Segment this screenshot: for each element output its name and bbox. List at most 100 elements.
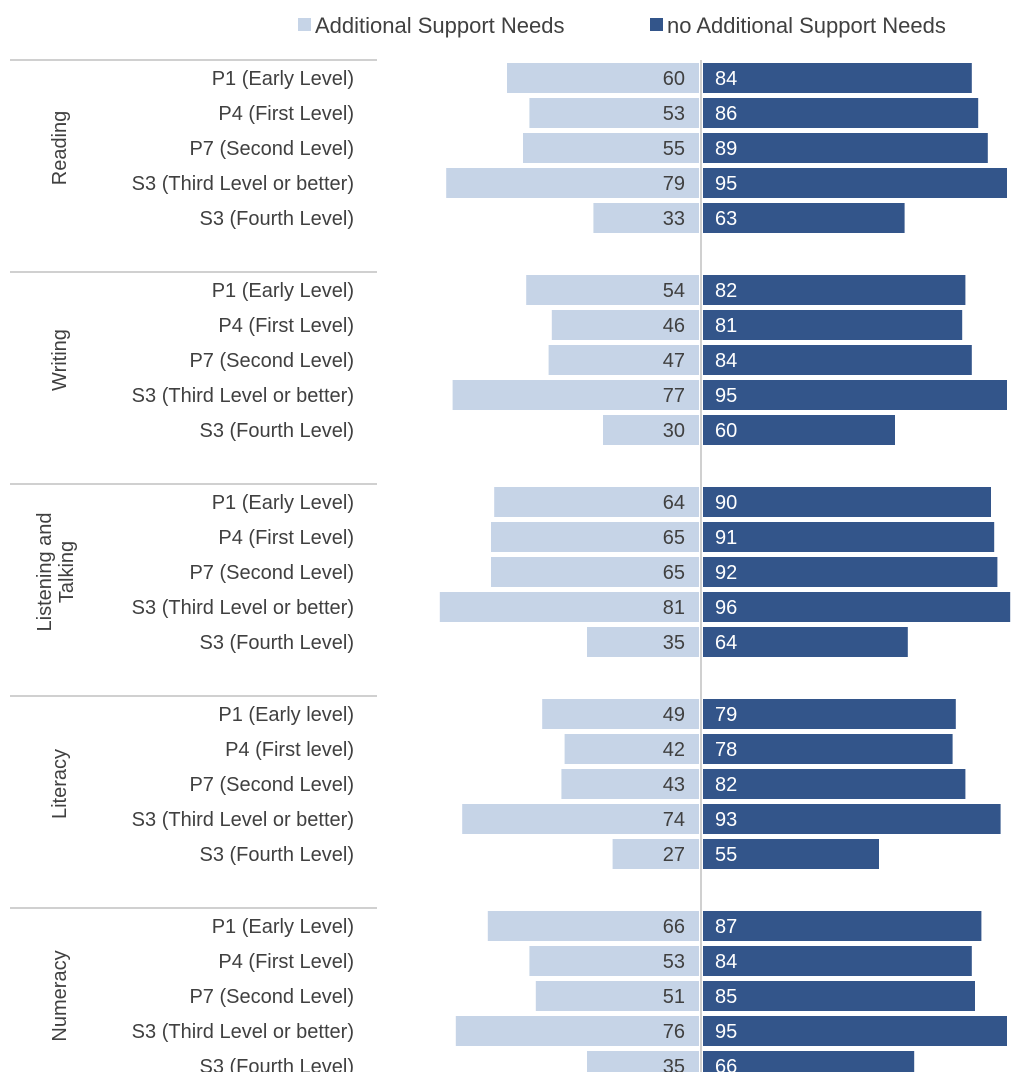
data-label-asn: 64 — [663, 492, 685, 514]
bar-row: P1 (Early Level) 54 82 — [212, 275, 966, 305]
bar-row: S3 (Third Level or better) 76 95 — [132, 1016, 1007, 1046]
group-reading: Reading P1 (Early Level) 60 84 P4 (First Lev… — [10, 59, 1007, 233]
bar-no-asn — [703, 487, 991, 517]
category-label: P4 (First Level) — [218, 315, 354, 337]
data-label-asn: 54 — [663, 280, 685, 302]
bar-asn — [542, 699, 699, 729]
data-label-asn: 66 — [663, 916, 685, 938]
bar-asn — [612, 839, 699, 869]
bar-no-asn — [703, 839, 879, 869]
data-label-asn: 77 — [663, 385, 685, 407]
legend-swatch-asn — [298, 18, 311, 31]
legend-label-asn: Additional Support Needs — [315, 13, 565, 38]
bar-asn — [529, 946, 699, 976]
bar-asn — [491, 557, 699, 587]
data-label-asn: 43 — [663, 774, 685, 796]
bar-asn — [593, 203, 699, 233]
bar-asn — [526, 275, 699, 305]
category-label: S3 (Third Level or better) — [132, 597, 354, 619]
group-label: Literacy — [49, 749, 71, 819]
data-label-no-asn: 82 — [715, 280, 737, 302]
data-label-no-asn: 95 — [715, 1021, 737, 1043]
data-label-no-asn: 89 — [715, 138, 737, 160]
category-label: P4 (First level) — [225, 739, 354, 761]
legend-swatch-no_asn — [650, 18, 663, 31]
bar-asn — [529, 98, 699, 128]
bar-no-asn — [703, 804, 1001, 834]
data-label-asn: 79 — [663, 173, 685, 195]
data-label-asn: 74 — [663, 809, 685, 831]
bar-no-asn — [703, 1016, 1007, 1046]
data-label-no-asn: 95 — [715, 385, 737, 407]
data-label-no-asn: 81 — [715, 315, 737, 337]
data-label-no-asn: 64 — [715, 632, 737, 654]
data-label-asn: 60 — [663, 68, 685, 90]
bar-row: P7 (Second Level) 65 92 — [189, 557, 998, 587]
bar-no-asn — [703, 981, 975, 1011]
bar-no-asn — [703, 98, 979, 128]
category-label: S3 (Fourth Level) — [199, 208, 354, 230]
bar-no-asn — [703, 911, 982, 941]
bar-asn — [535, 981, 699, 1011]
category-label: S3 (Third Level or better) — [132, 173, 354, 195]
bar-asn — [561, 769, 699, 799]
category-label: P7 (Second Level) — [189, 986, 354, 1008]
bar-row: P4 (First Level) 46 81 — [218, 310, 963, 340]
bar-asn — [462, 804, 699, 834]
category-label: P1 (Early Level) — [212, 68, 354, 90]
bar-row: S3 (Third Level or better) 79 95 — [132, 168, 1007, 198]
group-label: Listening andTalking — [34, 513, 78, 632]
category-label: P7 (Second Level) — [189, 774, 354, 796]
bar-row: P1 (Early Level) 66 87 — [212, 911, 982, 941]
data-label-no-asn: 78 — [715, 739, 737, 761]
bar-row: P4 (First Level) 65 91 — [218, 522, 995, 552]
bar-row: P1 (Early Level) 64 90 — [212, 487, 991, 517]
data-label-no-asn: 86 — [715, 103, 737, 125]
bar-no-asn — [703, 522, 995, 552]
data-label-asn: 65 — [663, 562, 685, 584]
bar-asn — [494, 487, 699, 517]
bar-no-asn — [703, 203, 905, 233]
category-label: S3 (Third Level or better) — [132, 809, 354, 831]
data-label-asn: 81 — [663, 597, 685, 619]
bar-row: P4 (First level) 42 78 — [225, 734, 953, 764]
group-listening-and-talking: Listening andTalking P1 (Early Level) 64 90… — [10, 483, 1011, 657]
bar-asn — [452, 380, 699, 410]
data-label-no-asn: 79 — [715, 704, 737, 726]
category-label: P1 (Early Level) — [212, 492, 354, 514]
bar-no-asn — [703, 345, 972, 375]
data-label-asn: 46 — [663, 315, 685, 337]
category-label: S3 (Fourth Level) — [199, 1056, 354, 1072]
bar-asn — [491, 522, 699, 552]
category-label: P1 (Early Level) — [212, 280, 354, 302]
bar-asn — [551, 310, 699, 340]
bar-asn — [507, 63, 699, 93]
bar-no-asn — [703, 310, 963, 340]
data-label-no-asn: 92 — [715, 562, 737, 584]
data-label-no-asn: 63 — [715, 208, 737, 230]
bar-asn — [455, 1016, 699, 1046]
bar-asn — [446, 168, 699, 198]
data-label-no-asn: 82 — [715, 774, 737, 796]
bar-asn — [587, 627, 699, 657]
data-label-asn: 33 — [663, 208, 685, 230]
data-label-no-asn: 84 — [715, 350, 737, 372]
group-writing: Writing P1 (Early Level) 54 82 P4 (First Lev… — [10, 271, 1007, 445]
bar-row: P7 (Second Level) 43 82 — [189, 769, 966, 799]
data-label-asn: 27 — [663, 844, 685, 866]
bar-row: P7 (Second Level) 51 85 — [189, 981, 975, 1011]
bar-no-asn — [703, 415, 895, 445]
bar-no-asn — [703, 627, 908, 657]
data-label-no-asn: 84 — [715, 951, 737, 973]
bar-no-asn — [703, 275, 966, 305]
group-numeracy: Numeracy P1 (Early Level) 66 87 P4 (First Le… — [10, 907, 1007, 1077]
data-label-no-asn: 93 — [715, 809, 737, 831]
data-label-asn: 30 — [663, 420, 685, 442]
bar-row: P7 (Second Level) 55 89 — [189, 133, 988, 163]
bar-row: S3 (Third Level or better) 77 95 — [132, 380, 1007, 410]
legend-label-no_asn: no Additional Support Needs — [667, 13, 946, 38]
bar-row: P1 (Early level) 49 79 — [218, 699, 956, 729]
bar-no-asn — [703, 592, 1011, 622]
category-label: P7 (Second Level) — [189, 562, 354, 584]
